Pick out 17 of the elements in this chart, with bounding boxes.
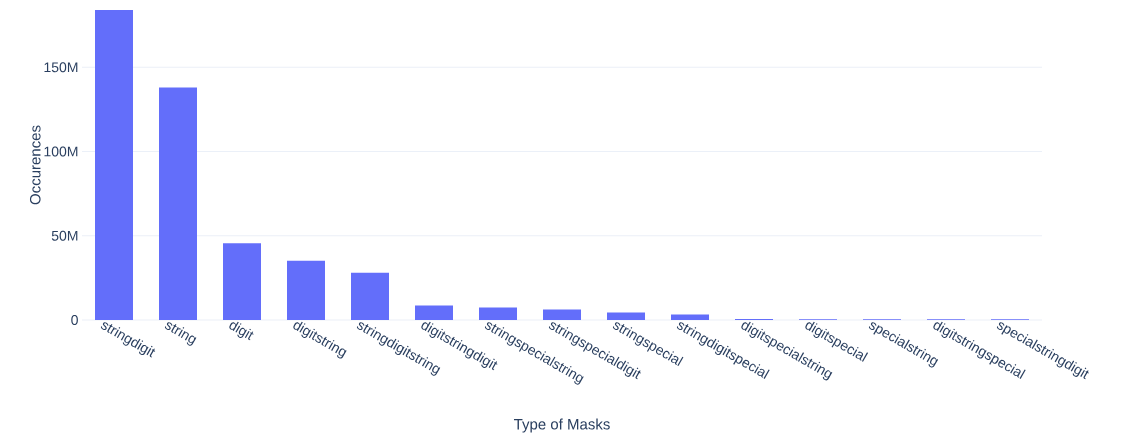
bar: [287, 260, 325, 320]
bar: [671, 314, 710, 320]
y-axis-title: Occurences: [29, 125, 41, 205]
x-tick-label: digit: [229, 321, 254, 341]
y-tick-label: 150M: [44, 62, 78, 73]
bar: [95, 10, 133, 320]
bar: [159, 87, 197, 320]
y-tick-label: 0: [71, 315, 78, 325]
y-tick-label: 50M: [51, 230, 78, 241]
x-axis-title: Type of Masks: [513, 418, 610, 433]
bar: [351, 272, 389, 320]
bar: [479, 307, 517, 320]
bar: [415, 305, 453, 320]
y-tick-label: 100M: [44, 146, 78, 157]
bar: [543, 309, 581, 320]
bar: [607, 312, 645, 320]
bar: [223, 243, 261, 320]
